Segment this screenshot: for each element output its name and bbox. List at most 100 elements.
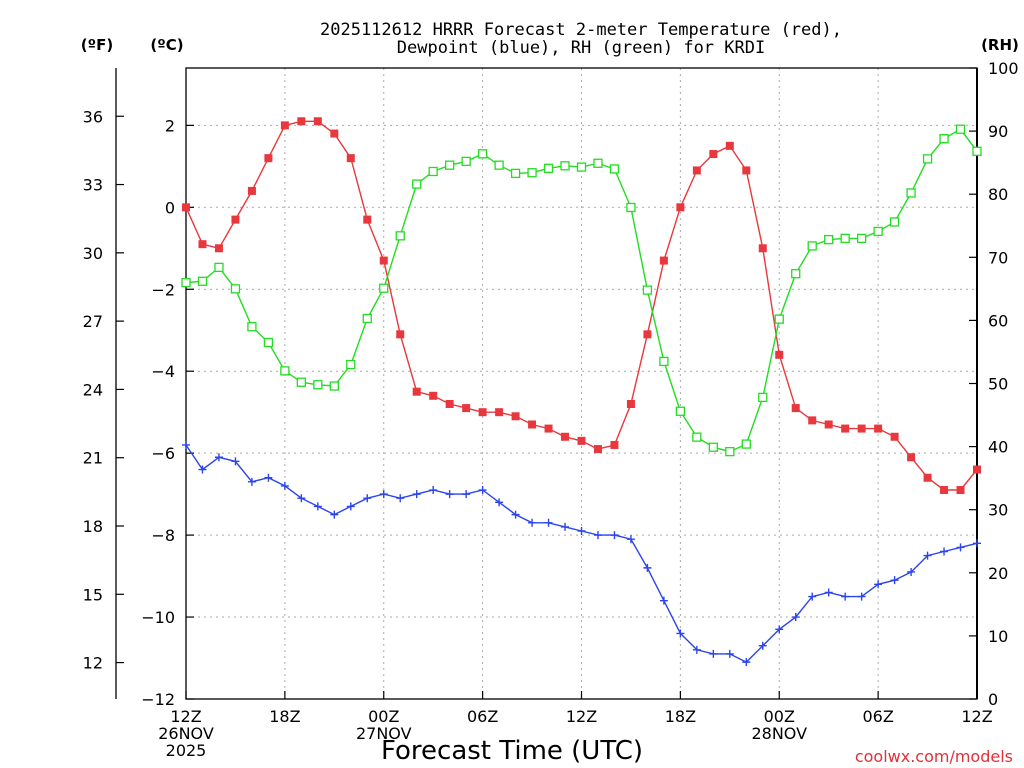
time-tick-label: 12Z <box>961 707 992 726</box>
dewpoint-point <box>643 563 652 572</box>
temperature-point <box>231 215 240 224</box>
time-tick-label: 00Z <box>368 707 399 726</box>
time-tick-label: 00Z <box>764 707 795 726</box>
dewpoint-point <box>445 490 454 499</box>
rh-point <box>824 234 834 245</box>
fahrenheit-tick-label: 18 <box>83 517 103 536</box>
temperature-point <box>445 399 454 408</box>
rh-point <box>906 188 916 198</box>
time-tick-label: 18Z <box>269 707 300 726</box>
temperature-point <box>659 256 668 265</box>
rh-point <box>510 168 521 179</box>
temperature-point <box>462 404 471 413</box>
temperature-point <box>478 408 487 417</box>
temperature-point <box>775 350 784 359</box>
dewpoint-point <box>956 543 965 552</box>
rh-point <box>461 156 471 167</box>
temperature-point <box>346 154 355 163</box>
dewpoint-point <box>874 580 883 589</box>
rh-point <box>873 226 883 237</box>
dewpoint-point <box>923 551 932 560</box>
temperature-point <box>412 387 421 396</box>
dewpoint-point <box>495 498 504 507</box>
dewpoint-point <box>577 527 586 536</box>
time-tick-label: 2025 <box>166 741 207 760</box>
temperature-point <box>709 150 718 159</box>
temperature-point <box>742 166 751 175</box>
rh-point <box>477 149 488 159</box>
temperature-point <box>676 203 685 212</box>
temperature-point <box>264 154 273 163</box>
fahrenheit-tick-label: 12 <box>83 654 103 673</box>
rh-tick-label: 30 <box>988 501 1008 520</box>
series-temperature <box>182 117 981 495</box>
temperature-point <box>874 424 883 433</box>
rh-point <box>280 366 290 376</box>
dewpoint-point <box>626 535 635 544</box>
rh-point <box>247 322 257 332</box>
fahrenheit-tick-label: 15 <box>83 585 103 604</box>
time-tick-label: 26NOV <box>158 724 214 743</box>
temperature-point <box>396 330 405 339</box>
temperature-point <box>429 391 438 400</box>
temperature-point <box>313 117 322 126</box>
temperature-point <box>363 215 372 224</box>
dewpoint-point <box>561 522 570 531</box>
dewpoint-point <box>808 592 817 601</box>
temperature-point <box>791 404 800 413</box>
x-axis-label: Forecast Time (UTC) <box>381 736 643 766</box>
credit-text: coolwx.com/models <box>855 747 1013 766</box>
dewpoint-point <box>907 567 916 576</box>
rh-point <box>362 313 372 324</box>
fahrenheit-tick-label: 36 <box>83 107 103 126</box>
rh-tick-label: 70 <box>988 248 1008 267</box>
temperature-point <box>297 117 306 126</box>
rh-point <box>543 163 554 173</box>
rh-point <box>214 262 224 273</box>
series-rh <box>181 124 982 457</box>
time-tick-label: 28NOV <box>751 724 807 743</box>
dewpoint-point <box>231 457 240 466</box>
dewpoint-point <box>412 490 421 499</box>
rh-point <box>774 314 784 324</box>
temperature-point <box>626 399 635 408</box>
rh-point <box>642 285 653 295</box>
rh-unit-label: (RH) <box>981 36 1019 54</box>
temperature-point <box>198 240 207 249</box>
fahrenheit-tick-label: 24 <box>83 380 103 399</box>
temperature-point <box>940 486 949 495</box>
rh-point <box>379 283 389 293</box>
rh-point <box>576 162 587 172</box>
rh-point <box>856 233 867 244</box>
rh-tick-label: 60 <box>988 311 1008 330</box>
dewpoint-point <box>182 440 190 449</box>
celsius-tick-label: −6 <box>151 444 175 463</box>
celsius-tick-label: −4 <box>151 362 175 381</box>
rh-point <box>445 160 455 170</box>
fahrenheit-tick-label: 33 <box>83 176 103 195</box>
temperature-point <box>890 432 899 441</box>
rh-point <box>346 359 356 370</box>
rh-point <box>412 179 422 189</box>
temperature-point <box>956 486 965 495</box>
time-tick-label: 06Z <box>862 707 893 726</box>
dewpoint-point <box>363 494 372 503</box>
dewpoint-point <box>775 625 784 634</box>
rh-point <box>955 124 966 134</box>
temperature-point <box>182 203 190 212</box>
dewpoint-point <box>214 453 223 462</box>
temperature-point <box>808 416 817 425</box>
celsius-tick-label: −8 <box>151 526 175 545</box>
dewpoint-point <box>462 490 471 499</box>
celsius-tick-label: −12 <box>141 690 175 709</box>
title-line: Dewpoint (blue), RH (green) for KRDI <box>397 38 765 58</box>
rh-tick-label: 0 <box>988 690 998 709</box>
celsius-axis: −12 −10 −8 −6 −4 −2 0 2 <box>141 116 194 709</box>
rh-point <box>230 284 241 294</box>
dewpoint-point <box>709 649 718 658</box>
fahrenheit-unit-label: (ºF) <box>81 36 113 54</box>
rh-tick-label: 40 <box>988 438 1008 457</box>
rh-point <box>313 380 323 390</box>
temperature-point <box>973 465 981 474</box>
